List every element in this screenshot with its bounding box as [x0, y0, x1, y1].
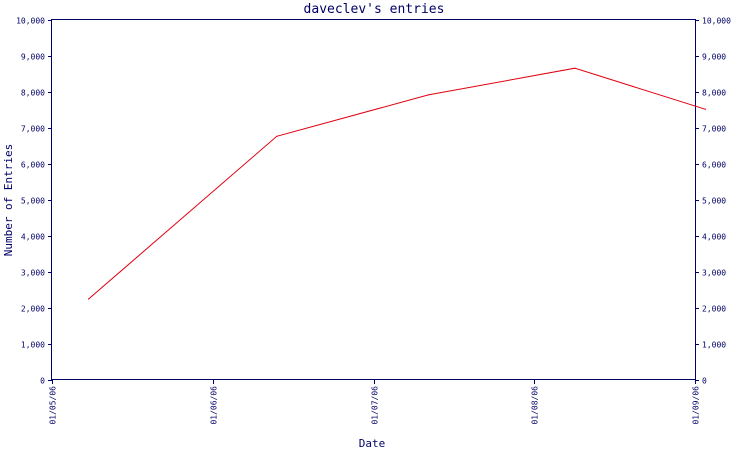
data-point — [704, 108, 707, 110]
plot-area — [51, 19, 696, 380]
x-tick-label: 01/06/06 — [210, 386, 219, 425]
x-axis: 01/05/06 01/06/06 01/07/06 01/08/06 01/09/06 — [49, 380, 701, 425]
x-tick-label: 01/09/06 — [692, 386, 701, 425]
y-tick-label-left: 2,000 — [21, 305, 45, 314]
series-line — [88, 67, 706, 300]
y-tick-label-left: 8,000 — [21, 89, 45, 98]
y-tick-label-right: 7,000 — [702, 125, 726, 134]
y-tick-label-left: 9,000 — [21, 53, 45, 62]
y-tick-label-right: 5,000 — [702, 197, 726, 206]
y-tick-label-left: 5,000 — [21, 197, 45, 206]
y-tick-label-left: 0 — [40, 377, 45, 386]
y-tick-label-right: 1,000 — [702, 341, 726, 350]
data-point — [276, 135, 278, 137]
data-point — [427, 94, 429, 96]
y-axis-right: 0 1,000 2,000 3,000 4,000 5,000 6,000 7,000 8,00… — [695, 17, 731, 386]
y-tick-label-right: 10,000 — [702, 17, 731, 26]
y-axis-left: 0 1,000 2,000 3,000 4,000 5,000 6,000 7,000 8,00… — [16, 17, 52, 386]
series-layer — [88, 67, 707, 300]
y-tick-label-right: 3,000 — [702, 269, 726, 278]
data-point — [574, 67, 576, 69]
chart-title: daveclev's entries — [304, 2, 445, 17]
y-tick-label-right: 2,000 — [702, 305, 726, 314]
x-tick-label: 01/08/06 — [531, 386, 540, 425]
y-tick-label-left: 1,000 — [21, 341, 45, 350]
y-tick-label-left: 4,000 — [21, 233, 45, 242]
y-tick-label-right: 6,000 — [702, 161, 726, 170]
y-tick-label-right: 0 — [702, 377, 707, 386]
y-tick-label-right: 9,000 — [702, 53, 726, 62]
x-axis-label: Date — [359, 437, 386, 450]
y-tick-label-left: 7,000 — [21, 125, 45, 134]
y-tick-label-right: 4,000 — [702, 233, 726, 242]
y-tick-label-left: 6,000 — [21, 161, 45, 170]
y-tick-label-right: 8,000 — [702, 89, 726, 98]
x-tick-label: 01/07/06 — [371, 386, 380, 425]
y-tick-label-left: 3,000 — [21, 269, 45, 278]
data-point — [88, 298, 90, 300]
x-tick-label: 01/05/06 — [49, 386, 58, 425]
y-axis-label: Number of Entries — [2, 144, 15, 257]
y-tick-label-left: 10,000 — [16, 17, 45, 26]
